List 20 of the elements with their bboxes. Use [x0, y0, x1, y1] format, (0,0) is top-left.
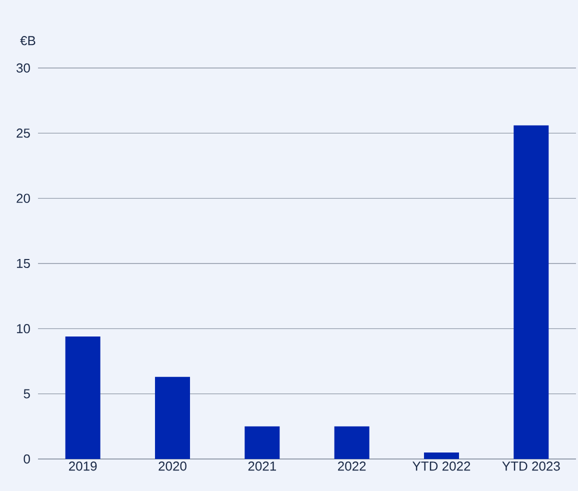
bar: [514, 125, 549, 459]
y-tick-label: 20: [16, 194, 30, 203]
x-tick-label: YTD 2023: [502, 462, 560, 471]
bar: [334, 426, 370, 459]
bar: [65, 336, 100, 459]
y-tick-label: 0: [24, 454, 30, 464]
x-tick-label: 2021: [248, 462, 276, 471]
bar: [424, 452, 459, 459]
bar: [244, 426, 280, 459]
y-tick-label: 15: [17, 258, 30, 268]
x-tick-label: 2019: [69, 462, 97, 471]
x-tick-label: 2020: [158, 462, 186, 471]
y-tick-label: 30: [16, 63, 30, 73]
y-tick-label: 10: [17, 324, 30, 334]
x-tick-label: YTD 2022: [412, 462, 470, 471]
y-axis-title: €B: [20, 36, 36, 46]
bar: [155, 376, 190, 459]
y-tick-label: 5: [24, 389, 30, 398]
x-tick-label: 2022: [338, 462, 366, 471]
y-tick-label: 25: [16, 128, 30, 138]
